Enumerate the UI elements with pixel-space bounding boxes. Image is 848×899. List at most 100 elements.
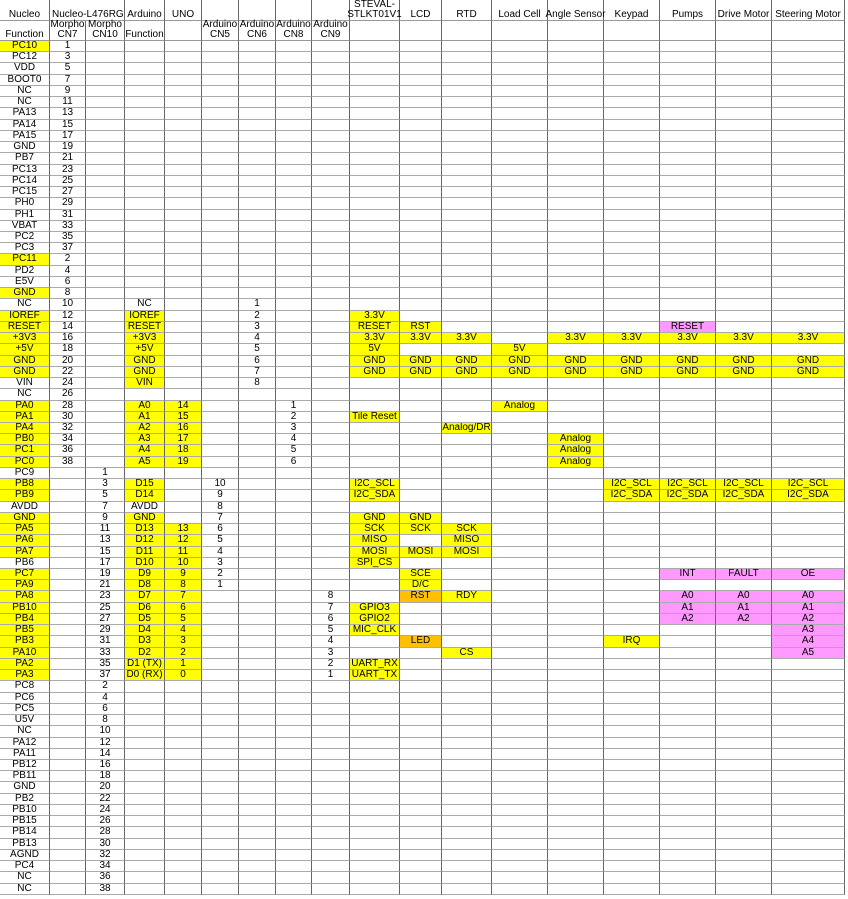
cell-steering-motor[interactable] (772, 524, 845, 536)
cell-pumps[interactable]: A2 (660, 613, 716, 626)
cell-drive-motor[interactable]: GND (716, 366, 772, 379)
cell-rtd[interactable] (442, 265, 492, 277)
cell-nucleo-function[interactable]: PA11 (0, 748, 50, 760)
cell-arduino-cn6[interactable] (239, 838, 276, 850)
cell-load-cell[interactable] (492, 254, 548, 266)
cell-angle-sensor[interactable] (548, 422, 604, 435)
cell-arduino-cn8[interactable] (276, 333, 312, 345)
cell-morpho-cn7[interactable] (50, 557, 86, 570)
cell-uno[interactable] (165, 782, 202, 794)
cell-drive-motor[interactable] (716, 422, 772, 435)
cell-pumps[interactable]: A0 (660, 591, 716, 603)
cell-load-cell[interactable] (492, 142, 548, 154)
cell-rtd[interactable] (442, 703, 492, 716)
cell-arduino-cn5[interactable] (202, 220, 239, 232)
cell-morpho-cn7[interactable]: 22 (50, 366, 86, 379)
cell-morpho-cn10[interactable] (86, 299, 125, 311)
cell-arduino-cn9[interactable] (312, 175, 350, 188)
cell-arduino-cn6[interactable] (239, 793, 276, 805)
cell-morpho-cn10[interactable] (86, 400, 125, 412)
cell-arduino-cn5[interactable] (202, 130, 239, 143)
cell-nucleo-function[interactable]: PB9 (0, 490, 50, 502)
cell-arduino-function[interactable]: D0 (RX) (125, 670, 165, 682)
cell-load-cell[interactable] (492, 658, 548, 671)
cell-arduino-function[interactable] (125, 243, 165, 255)
cell-pumps[interactable] (660, 288, 716, 300)
cell-arduino-cn6[interactable] (239, 389, 276, 401)
cell-nucleo-function[interactable]: PA13 (0, 108, 50, 120)
cell-keypad[interactable] (604, 748, 660, 760)
cell-morpho-cn10[interactable]: 11 (86, 524, 125, 536)
cell-arduino-cn6[interactable] (239, 524, 276, 536)
cell-nucleo-function[interactable]: +3V3 (0, 333, 50, 345)
cell-pumps[interactable] (660, 636, 716, 648)
cell-steval[interactable] (350, 97, 400, 109)
cell-load-cell[interactable] (492, 782, 548, 794)
cell-steering-motor[interactable] (772, 703, 845, 716)
cell-uno[interactable] (165, 153, 202, 165)
cell-drive-motor[interactable] (716, 501, 772, 513)
cell-angle-sensor[interactable] (548, 748, 604, 760)
cell-arduino-cn9[interactable] (312, 52, 350, 64)
cell-arduino-cn9[interactable] (312, 490, 350, 502)
cell-lcd[interactable] (400, 41, 442, 53)
cell-steval[interactable] (350, 130, 400, 143)
cell-drive-motor[interactable] (716, 748, 772, 760)
cell-drive-motor[interactable] (716, 737, 772, 749)
cell-morpho-cn10[interactable] (86, 288, 125, 300)
cell-rtd[interactable] (442, 175, 492, 188)
cell-nucleo-function[interactable]: GND (0, 288, 50, 300)
cell-steering-motor[interactable] (772, 658, 845, 671)
cell-arduino-cn6[interactable] (239, 535, 276, 547)
cell-rtd[interactable] (442, 130, 492, 143)
cell-steering-motor[interactable]: 3.3V (772, 333, 845, 345)
cell-steering-motor[interactable] (772, 861, 845, 873)
cell-angle-sensor[interactable] (548, 119, 604, 131)
cell-rtd[interactable] (442, 569, 492, 581)
cell-pumps[interactable] (660, 861, 716, 873)
cell-arduino-function[interactable] (125, 288, 165, 300)
cell-arduino-function[interactable]: D1 (TX) (125, 658, 165, 671)
cell-lcd[interactable] (400, 726, 442, 738)
cell-rtd[interactable]: GND (442, 355, 492, 367)
cell-arduino-cn9[interactable] (312, 737, 350, 749)
cell-lcd[interactable] (400, 142, 442, 154)
cell-nucleo-function[interactable]: RESET (0, 321, 50, 334)
cell-arduino-cn5[interactable] (202, 41, 239, 53)
cell-morpho-cn7[interactable] (50, 883, 86, 895)
cell-angle-sensor[interactable] (548, 782, 604, 794)
cell-load-cell[interactable] (492, 456, 548, 468)
cell-nucleo-function[interactable]: PB4 (0, 613, 50, 626)
cell-arduino-cn9[interactable] (312, 580, 350, 592)
cell-keypad[interactable] (604, 793, 660, 805)
cell-drive-motor[interactable] (716, 254, 772, 266)
cell-arduino-cn8[interactable] (276, 254, 312, 266)
cell-uno[interactable]: 13 (165, 524, 202, 536)
cell-angle-sensor[interactable] (548, 838, 604, 850)
cell-rtd[interactable] (442, 445, 492, 457)
cell-arduino-cn8[interactable] (276, 793, 312, 805)
cell-lcd[interactable]: 3.3V (400, 333, 442, 345)
cell-morpho-cn7[interactable]: 7 (50, 74, 86, 86)
cell-arduino-cn5[interactable] (202, 344, 239, 356)
cell-arduino-function[interactable] (125, 467, 165, 480)
cell-nucleo-function[interactable]: NC (0, 872, 50, 884)
cell-lcd[interactable] (400, 389, 442, 401)
cell-drive-motor[interactable] (716, 389, 772, 401)
cell-arduino-cn8[interactable] (276, 355, 312, 367)
cell-load-cell[interactable] (492, 445, 548, 457)
cell-arduino-function[interactable] (125, 872, 165, 884)
cell-arduino-cn6[interactable] (239, 243, 276, 255)
cell-rtd[interactable] (442, 467, 492, 480)
cell-steval[interactable]: GPIO2 (350, 613, 400, 626)
cell-drive-motor[interactable] (716, 265, 772, 277)
cell-nucleo-function[interactable]: PA9 (0, 580, 50, 592)
cell-steval[interactable]: GND (350, 512, 400, 525)
cell-arduino-function[interactable] (125, 164, 165, 176)
cell-morpho-cn10[interactable]: 17 (86, 557, 125, 570)
cell-arduino-cn6[interactable] (239, 748, 276, 760)
cell-lcd[interactable] (400, 198, 442, 210)
cell-drive-motor[interactable] (716, 625, 772, 637)
cell-arduino-function[interactable] (125, 276, 165, 289)
cell-arduino-function[interactable] (125, 209, 165, 221)
